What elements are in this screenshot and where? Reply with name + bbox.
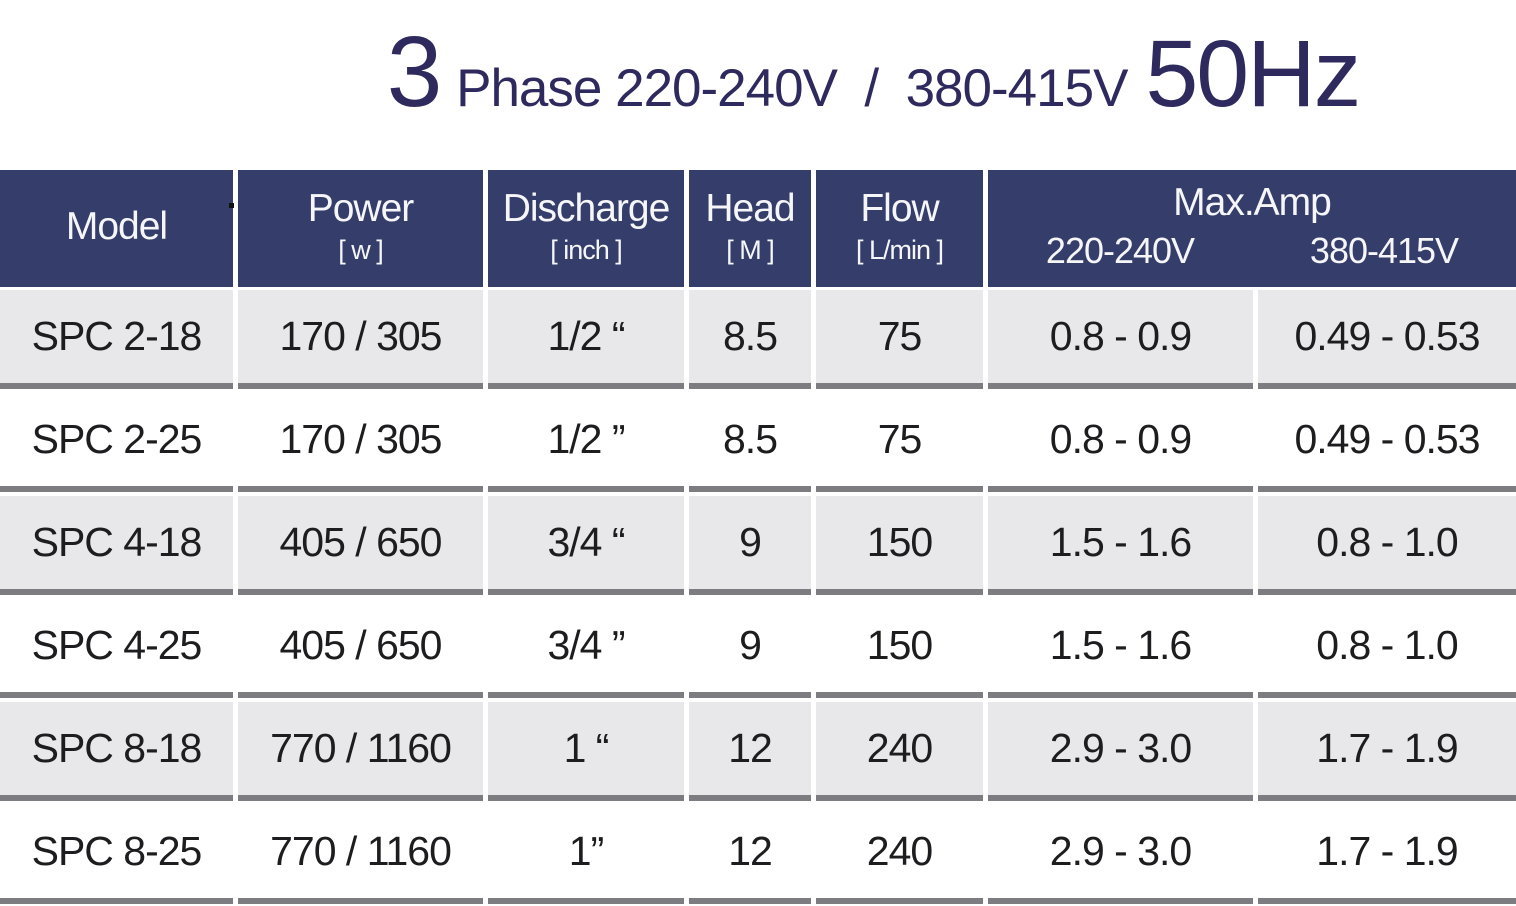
cell-power: 405 / 650	[238, 496, 483, 599]
col-header-model-label: Model	[65, 204, 168, 248]
col-header-power-unit: [ w ]	[338, 234, 384, 265]
col-header-power-label: Power	[307, 186, 415, 230]
cell-head: 8.5	[689, 393, 811, 496]
cell-amp-380: 1.7 - 1.9	[1258, 805, 1516, 906]
col-header-model: Model	[0, 170, 233, 290]
print-speck-dot	[229, 203, 234, 208]
col-header-head-label: Head	[705, 186, 795, 230]
col-header-flow-label: Flow	[860, 186, 939, 230]
cell-flow: 150	[816, 599, 983, 702]
col-header-flow-unit: [ L/min ]	[855, 234, 944, 265]
cell-head: 9	[689, 599, 811, 702]
cell-flow: 240	[816, 702, 983, 805]
cell-model: SPC 8-18	[0, 702, 233, 805]
cell-discharge: 3/4 ”	[488, 599, 684, 702]
col-header-discharge-unit: [ inch ]	[550, 234, 623, 265]
cell-head: 8.5	[689, 290, 811, 393]
max-amp-subheaders: 220-240V 380-415V	[988, 229, 1516, 272]
cell-discharge: 1 “	[488, 702, 684, 805]
cell-amp-220: 2.9 - 3.0	[988, 805, 1253, 906]
cell-discharge: 1/2 ”	[488, 393, 684, 496]
cell-power: 405 / 650	[238, 599, 483, 702]
cell-amp-380: 0.8 - 1.0	[1258, 599, 1516, 702]
cell-model: SPC 4-25	[0, 599, 233, 702]
title-voltage-text: Phase 220-240V / 380-415V	[442, 59, 1128, 118]
col-header-head: Head [ M ]	[689, 170, 811, 290]
col-header-amp-380: 380-415V	[1309, 229, 1459, 271]
col-header-discharge-label: Discharge	[502, 186, 671, 230]
cell-model: SPC 4-18	[0, 496, 233, 599]
cell-flow: 75	[816, 393, 983, 496]
cell-discharge: 1/2 “	[488, 290, 684, 393]
cell-flow: 150	[816, 496, 983, 599]
cell-amp-380: 0.8 - 1.0	[1258, 496, 1516, 599]
cell-head: 12	[689, 702, 811, 805]
col-header-flow: Flow [ L/min ]	[816, 170, 983, 290]
cell-amp-380: 1.7 - 1.9	[1258, 702, 1516, 805]
col-header-amp-220: 220-240V	[1045, 229, 1195, 271]
spec-table: Model Power [ w ] Discharge [ inch ] Hea…	[0, 170, 1516, 906]
cell-power: 170 / 305	[238, 393, 483, 496]
cell-amp-380: 0.49 - 0.53	[1258, 393, 1516, 496]
cell-amp-220: 0.8 - 0.9	[988, 290, 1253, 393]
cell-amp-220: 2.9 - 3.0	[988, 702, 1253, 805]
cell-flow: 240	[816, 805, 983, 906]
cell-amp-220: 1.5 - 1.6	[988, 496, 1253, 599]
title-phase-count: 3	[386, 16, 443, 128]
cell-model: SPC 2-18	[0, 290, 233, 393]
col-header-power: Power [ w ]	[238, 170, 483, 290]
cell-flow: 75	[816, 290, 983, 393]
col-header-max-amp: Max.Amp 220-240V 380-415V	[988, 170, 1516, 290]
cell-power: 770 / 1160	[238, 805, 483, 906]
cell-amp-220: 1.5 - 1.6	[988, 599, 1253, 702]
cell-head: 12	[689, 805, 811, 906]
cell-discharge: 3/4 “	[488, 496, 684, 599]
cell-head: 9	[689, 496, 811, 599]
title-frequency: 50Hz	[1145, 21, 1361, 127]
col-header-discharge: Discharge [ inch ]	[488, 170, 684, 290]
cell-amp-380: 0.49 - 0.53	[1258, 290, 1516, 393]
cell-amp-220: 0.8 - 0.9	[988, 393, 1253, 496]
cell-power: 770 / 1160	[238, 702, 483, 805]
cell-model: SPC 2-25	[0, 393, 233, 496]
cell-power: 170 / 305	[238, 290, 483, 393]
page-title: 3 Phase 220-240V / 380-415V 50Hz	[0, 22, 1516, 122]
cell-model: SPC 8-25	[0, 805, 233, 906]
cell-discharge: 1”	[488, 805, 684, 906]
col-header-max-amp-label: Max.Amp	[1173, 180, 1332, 224]
col-header-head-unit: [ M ]	[726, 234, 774, 265]
